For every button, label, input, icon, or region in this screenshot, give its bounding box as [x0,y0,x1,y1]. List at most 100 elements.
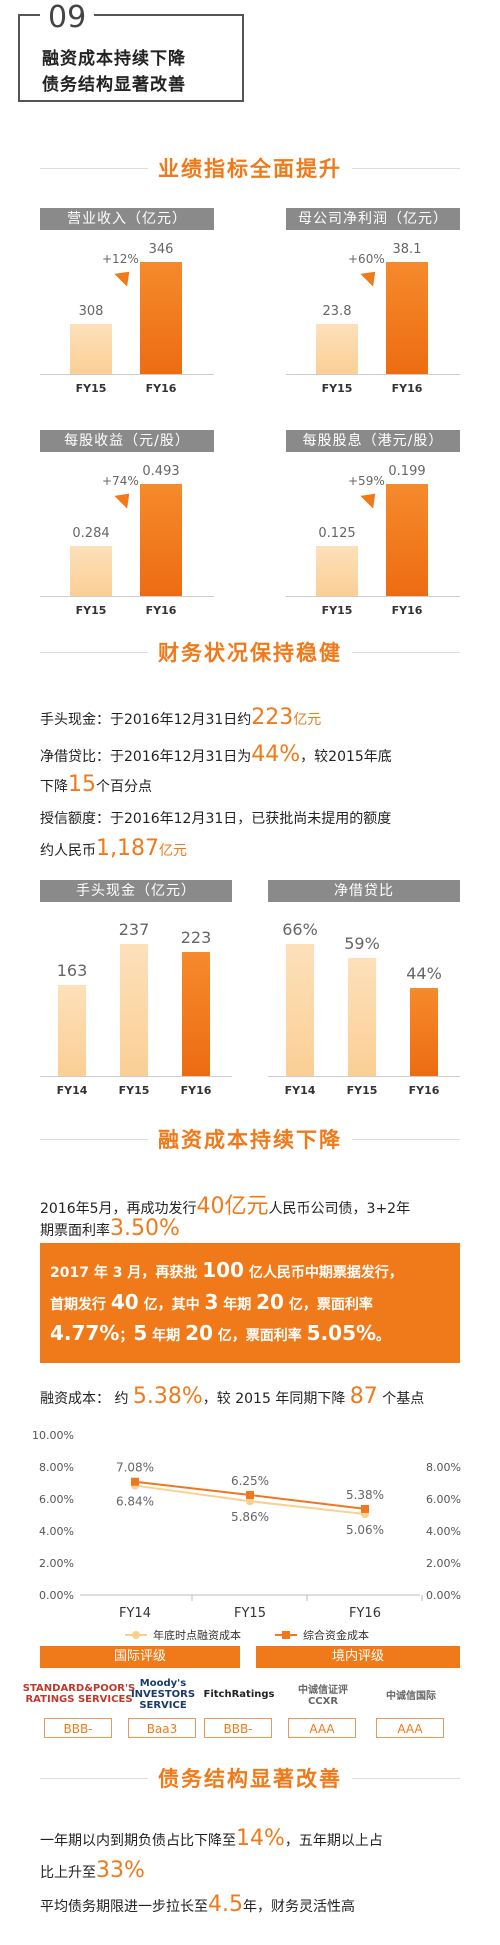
agency-logo: FitchRatings [203,1688,275,1700]
bar-fy16 [140,262,182,374]
data-label: 5.86% [231,1510,269,1524]
bar-value-label: 0.493 [142,464,180,479]
x-tick-label: FY14 [56,1084,88,1097]
data-label: 7.08% [116,1461,154,1475]
bar-value-label: 346 [148,242,174,257]
y-tick-left: 10.00% [32,1429,74,1442]
rating-value: AAA [288,1718,356,1738]
section-number: 09 [40,0,95,35]
bar-value-label: 223 [180,928,212,947]
data-point [361,1504,369,1513]
domestic-rating-title: 境内评级 [256,1646,460,1668]
bar-fy16 [140,484,182,596]
section-title-perf: 业绩指标全面提升 [0,153,500,183]
bar-fy16 [386,484,428,596]
bar-fy15 [348,958,376,1076]
bar-fy14 [286,944,314,1076]
header-title-line1: 融资成本持续下降 [42,49,186,69]
mtn-highlight-box [40,1243,460,1363]
y-tick-right: 0.00% [426,1589,461,1602]
x-tick-label: FY16 [145,382,177,395]
x-tick-label: FY16 [408,1084,440,1097]
mtn-line1: 2017 年 3 月，再获批 100 亿人民币中期票据发行， [50,1258,403,1282]
x-axis [286,596,460,597]
data-point [246,1497,254,1506]
y-tick-left: 8.00% [39,1461,74,1474]
x-tick-label: FY16 [391,604,423,617]
x-tick-label: FY16 [391,382,423,395]
x-axis [40,1076,232,1077]
growth-label: +59% [348,474,385,488]
legend-label: 综合资金成本 [303,1628,369,1640]
header-title-line2: 债务结构显著改善 [42,75,186,95]
bar-value-label: 0.125 [318,526,356,541]
bar-value-label: 0.284 [72,526,110,541]
agency-logo: STANDARD&POOR'S RATINGS SERVICES [22,1683,136,1705]
x-tick-label: FY16 [145,604,177,617]
bar-fy15 [120,944,148,1076]
x-tick-label: FY14 [284,1084,316,1097]
y-tick-right: 6.00% [426,1493,461,1506]
agency-logo: Moody's INVESTORS SERVICE [130,1677,196,1711]
data-label: 5.38% [346,1488,384,1502]
debt-line3: 平均债务期限进一步拉长至4.5年，财务灵活性高 [40,1892,355,1917]
x-axis [40,374,214,375]
bar-value-label: 0.199 [388,464,426,479]
bar-fy15 [316,324,358,374]
x-tick-label: FY15 [118,1084,150,1097]
bar-fy16 [410,988,438,1076]
bar-fy15 [70,546,112,596]
growth-arrow-icon [360,265,382,287]
chart-title: 每股股息（港元/股） [286,430,460,452]
bar-value-label: 59% [344,934,380,953]
net-debt-line2: 下降15个百分点 [40,772,152,797]
chart-title: 每股收益（元/股） [40,430,214,452]
data-label: 6.84% [116,1495,154,1509]
credit-line2: 约人民币1,187亿元 [40,836,187,861]
section-title-cost: 融资成本持续下降 [0,1124,500,1154]
debt-line2: 比上升至33% [40,1858,145,1883]
financing-cost-chart: 10.00% 8.00% 6.00% 4.00% 2.00% 0.00% 8.00% 6.00… [32,1429,461,1640]
growth-arrow-icon [360,487,382,509]
financing-cost-line: 融资成本： 约 5.38%，较 2015 年同期下降 87 个基点 [40,1384,425,1409]
chart-title: 营业收入（亿元） [40,208,214,230]
bar-value-label: 38.1 [392,242,422,257]
intl-rating-title: 国际评级 [40,1646,240,1668]
bar-value-label: 66% [282,920,318,939]
rating-value: BBB- [204,1718,272,1738]
cash-line: 手头现金：于2016年12月31日约223亿元 [40,705,322,730]
rating-value: Baa3 [128,1718,196,1738]
section-title-debt: 债务结构显著改善 [0,1763,500,1793]
rating-value: BBB- [44,1718,112,1738]
x-tick-label: FY14 [119,1606,151,1621]
chart-title: 净借贷比 [268,880,460,902]
agency-logo: 中诚信国际 [386,1690,436,1702]
x-tick-label: FY15 [321,382,353,395]
bar-value-label: 23.8 [322,304,352,319]
rating-value: AAA [376,1718,444,1738]
y-tick-left: 4.00% [39,1525,74,1538]
y-tick-right: 2.00% [426,1557,461,1570]
data-point [246,1491,254,1499]
mtn-line2: 首期发行 40 亿，其中 3 年期 20 亿，票面利率 [50,1290,373,1314]
bond-line1: 2016年5月，再成功发行40亿元人民币公司债，3+2年 [40,1194,411,1219]
bar-fy16 [182,952,210,1076]
bar-fy15 [316,546,358,596]
growth-label: +74% [102,474,139,488]
bar-value-label: 44% [406,964,442,983]
section-title-finance: 财务状况保持稳健 [0,637,500,667]
agency-logo: 中诚信证评 CCXR [298,1685,348,1707]
x-tick-label: FY15 [75,604,107,617]
mtn-line3: 4.77%；5 年期 20 亿，票面利率 5.05%。 [50,1321,391,1345]
bar-value-label: 163 [56,961,88,980]
y-tick-left: 6.00% [39,1493,74,1506]
x-tick-label: FY16 [349,1606,381,1621]
growth-label: +60% [348,252,385,266]
header-box [18,14,244,102]
chart-title: 母公司净利润（亿元） [286,208,460,230]
bar-value-label: 308 [78,304,104,319]
bar-fy14 [58,985,86,1076]
legend-marker [282,1631,290,1639]
net-debt-line: 净借贷比：于2016年12月31日为44%，较2015年底 [40,742,392,767]
data-label: 5.06% [346,1523,384,1537]
